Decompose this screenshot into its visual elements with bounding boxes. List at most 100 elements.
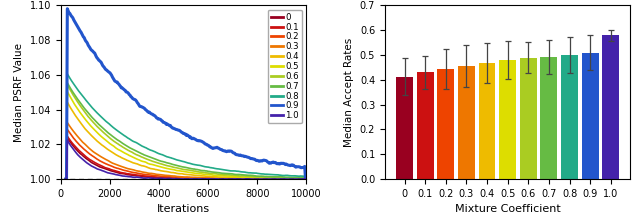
Y-axis label: Median PSRF Value: Median PSRF Value bbox=[14, 43, 24, 142]
Legend: 0, 0.1, 0.2, 0.3, 0.4, 0.5, 0.6, 0.7, 0.8, 0.9, 1.0: 0, 0.1, 0.2, 0.3, 0.4, 0.5, 0.6, 0.7, 0.… bbox=[268, 10, 302, 123]
0.5 bbox=[281, 177, 289, 179]
0.9 bbox=[205, 145, 212, 147]
0.5 bbox=[63, 178, 70, 180]
0.6 bbox=[210, 172, 218, 175]
0.7 bbox=[210, 171, 218, 173]
0.4 bbox=[210, 175, 218, 178]
0.6 bbox=[303, 178, 310, 180]
0.1 bbox=[266, 178, 273, 180]
0.1 bbox=[303, 178, 310, 180]
0 bbox=[303, 178, 310, 180]
X-axis label: Iterations: Iterations bbox=[157, 204, 210, 214]
0.5 bbox=[303, 178, 310, 180]
0.8 bbox=[63, 178, 70, 180]
0.3 bbox=[266, 178, 273, 180]
0.9 bbox=[281, 163, 289, 165]
0.1 bbox=[62, 178, 70, 180]
0.2 bbox=[63, 178, 70, 180]
1.0 bbox=[210, 178, 218, 180]
0.1 bbox=[205, 178, 212, 180]
0.5 bbox=[210, 174, 218, 176]
0.8 bbox=[62, 178, 70, 180]
0.4 bbox=[281, 178, 289, 180]
0.4 bbox=[206, 175, 214, 178]
X-axis label: Mixture Coefficient: Mixture Coefficient bbox=[455, 204, 561, 214]
Bar bbox=[499, 60, 516, 179]
1.0 bbox=[206, 178, 214, 180]
0 bbox=[210, 178, 218, 180]
0.2 bbox=[303, 178, 310, 180]
0 bbox=[63, 178, 70, 180]
1.0 bbox=[63, 178, 70, 180]
0.2 bbox=[210, 177, 218, 180]
0.4 bbox=[303, 178, 310, 180]
0.4 bbox=[62, 178, 70, 180]
Line: 0.8: 0.8 bbox=[66, 74, 307, 179]
0.8 bbox=[205, 166, 212, 169]
0.3 bbox=[210, 177, 218, 179]
Line: 1.0: 1.0 bbox=[66, 140, 307, 179]
0.2 bbox=[206, 177, 214, 179]
0.9 bbox=[303, 178, 310, 180]
0.3 bbox=[303, 178, 310, 180]
0.2 bbox=[281, 178, 289, 180]
Y-axis label: Median Accept Rates: Median Accept Rates bbox=[344, 38, 354, 147]
0 bbox=[206, 178, 214, 180]
0.5 bbox=[206, 173, 214, 176]
0.4 bbox=[266, 177, 273, 180]
1.0 bbox=[303, 178, 310, 180]
0.1 bbox=[210, 178, 218, 180]
Bar bbox=[520, 58, 537, 179]
Bar bbox=[479, 63, 495, 179]
0.3 bbox=[206, 177, 214, 179]
0.6 bbox=[266, 176, 273, 178]
0.8 bbox=[210, 167, 218, 169]
0.4 bbox=[63, 101, 71, 104]
Line: 0.7: 0.7 bbox=[66, 83, 307, 179]
0.2 bbox=[62, 178, 70, 180]
0.1 bbox=[63, 135, 71, 138]
Bar bbox=[396, 77, 413, 179]
Bar bbox=[602, 35, 620, 179]
0.5 bbox=[266, 177, 273, 179]
0.5 bbox=[63, 90, 71, 93]
Line: 0.4: 0.4 bbox=[66, 102, 307, 179]
Line: 0.9: 0.9 bbox=[66, 9, 307, 179]
0.9 bbox=[63, 178, 70, 180]
0.9 bbox=[62, 178, 70, 180]
Bar bbox=[540, 57, 557, 179]
0.7 bbox=[281, 176, 289, 178]
0.7 bbox=[63, 82, 71, 84]
0.2 bbox=[205, 177, 212, 179]
0.5 bbox=[205, 173, 212, 176]
Bar bbox=[458, 66, 475, 179]
0.7 bbox=[62, 178, 70, 180]
Line: 0: 0 bbox=[66, 138, 307, 179]
Bar bbox=[561, 55, 578, 179]
0 bbox=[266, 178, 273, 180]
0 bbox=[205, 178, 212, 180]
0.8 bbox=[266, 173, 273, 176]
0.6 bbox=[63, 178, 70, 180]
1.0 bbox=[63, 139, 71, 141]
0.9 bbox=[63, 7, 71, 10]
0.7 bbox=[63, 178, 70, 180]
0.6 bbox=[205, 172, 212, 174]
0.6 bbox=[206, 172, 214, 175]
0.1 bbox=[63, 178, 70, 180]
0.9 bbox=[210, 147, 218, 149]
1.0 bbox=[62, 178, 70, 180]
0.4 bbox=[205, 175, 212, 178]
0.7 bbox=[205, 170, 212, 173]
Bar bbox=[437, 69, 454, 179]
0.3 bbox=[205, 177, 212, 179]
0.4 bbox=[63, 178, 70, 180]
0.9 bbox=[266, 162, 273, 164]
0.6 bbox=[281, 176, 289, 179]
0.7 bbox=[206, 170, 214, 173]
0.8 bbox=[303, 178, 310, 180]
0.2 bbox=[63, 128, 71, 131]
Line: 0.3: 0.3 bbox=[66, 123, 307, 179]
0.8 bbox=[63, 72, 71, 75]
0.3 bbox=[63, 121, 71, 124]
